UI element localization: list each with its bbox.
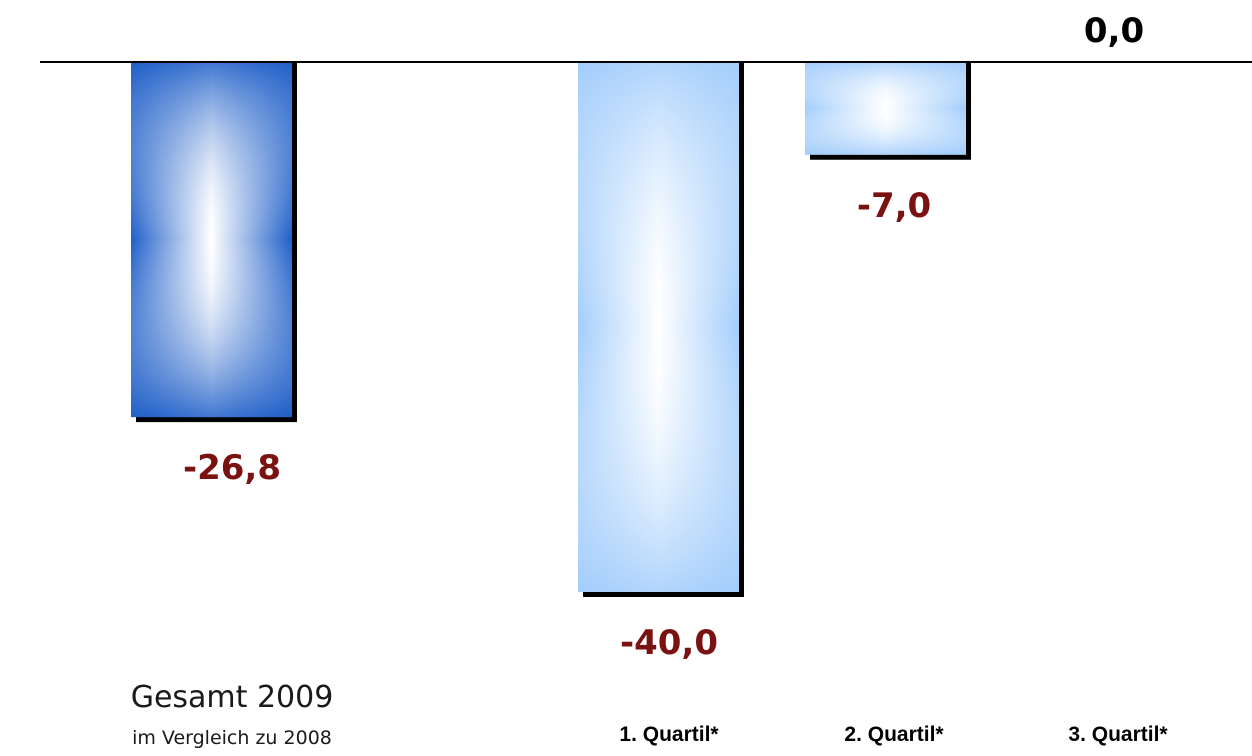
category-label: Gesamt 2009: [131, 680, 334, 715]
value-label: -26,8: [183, 448, 281, 488]
labels-group: -26,8 Gesamt 2009 im Vergleich zu 2008 -40,…: [131, 11, 1169, 749]
category-sublabel: im Vergleich zu 2008: [132, 727, 332, 749]
value-label: -40,0: [620, 623, 718, 663]
bars-group: [131, 62, 971, 597]
bar-2: [578, 62, 744, 597]
value-label: 0,0: [1084, 11, 1144, 51]
bar-sheen: [578, 62, 739, 592]
category-label: 2. Quartil*: [844, 723, 944, 746]
category-label: 3. Quartil*: [1068, 723, 1168, 746]
value-label: -7,0: [857, 186, 931, 226]
category-label: 1. Quartil*: [619, 723, 719, 746]
bar-1: [131, 62, 297, 423]
bar-3: [805, 62, 971, 160]
bar-sheen: [131, 62, 292, 418]
bar-sheen: [805, 62, 966, 155]
